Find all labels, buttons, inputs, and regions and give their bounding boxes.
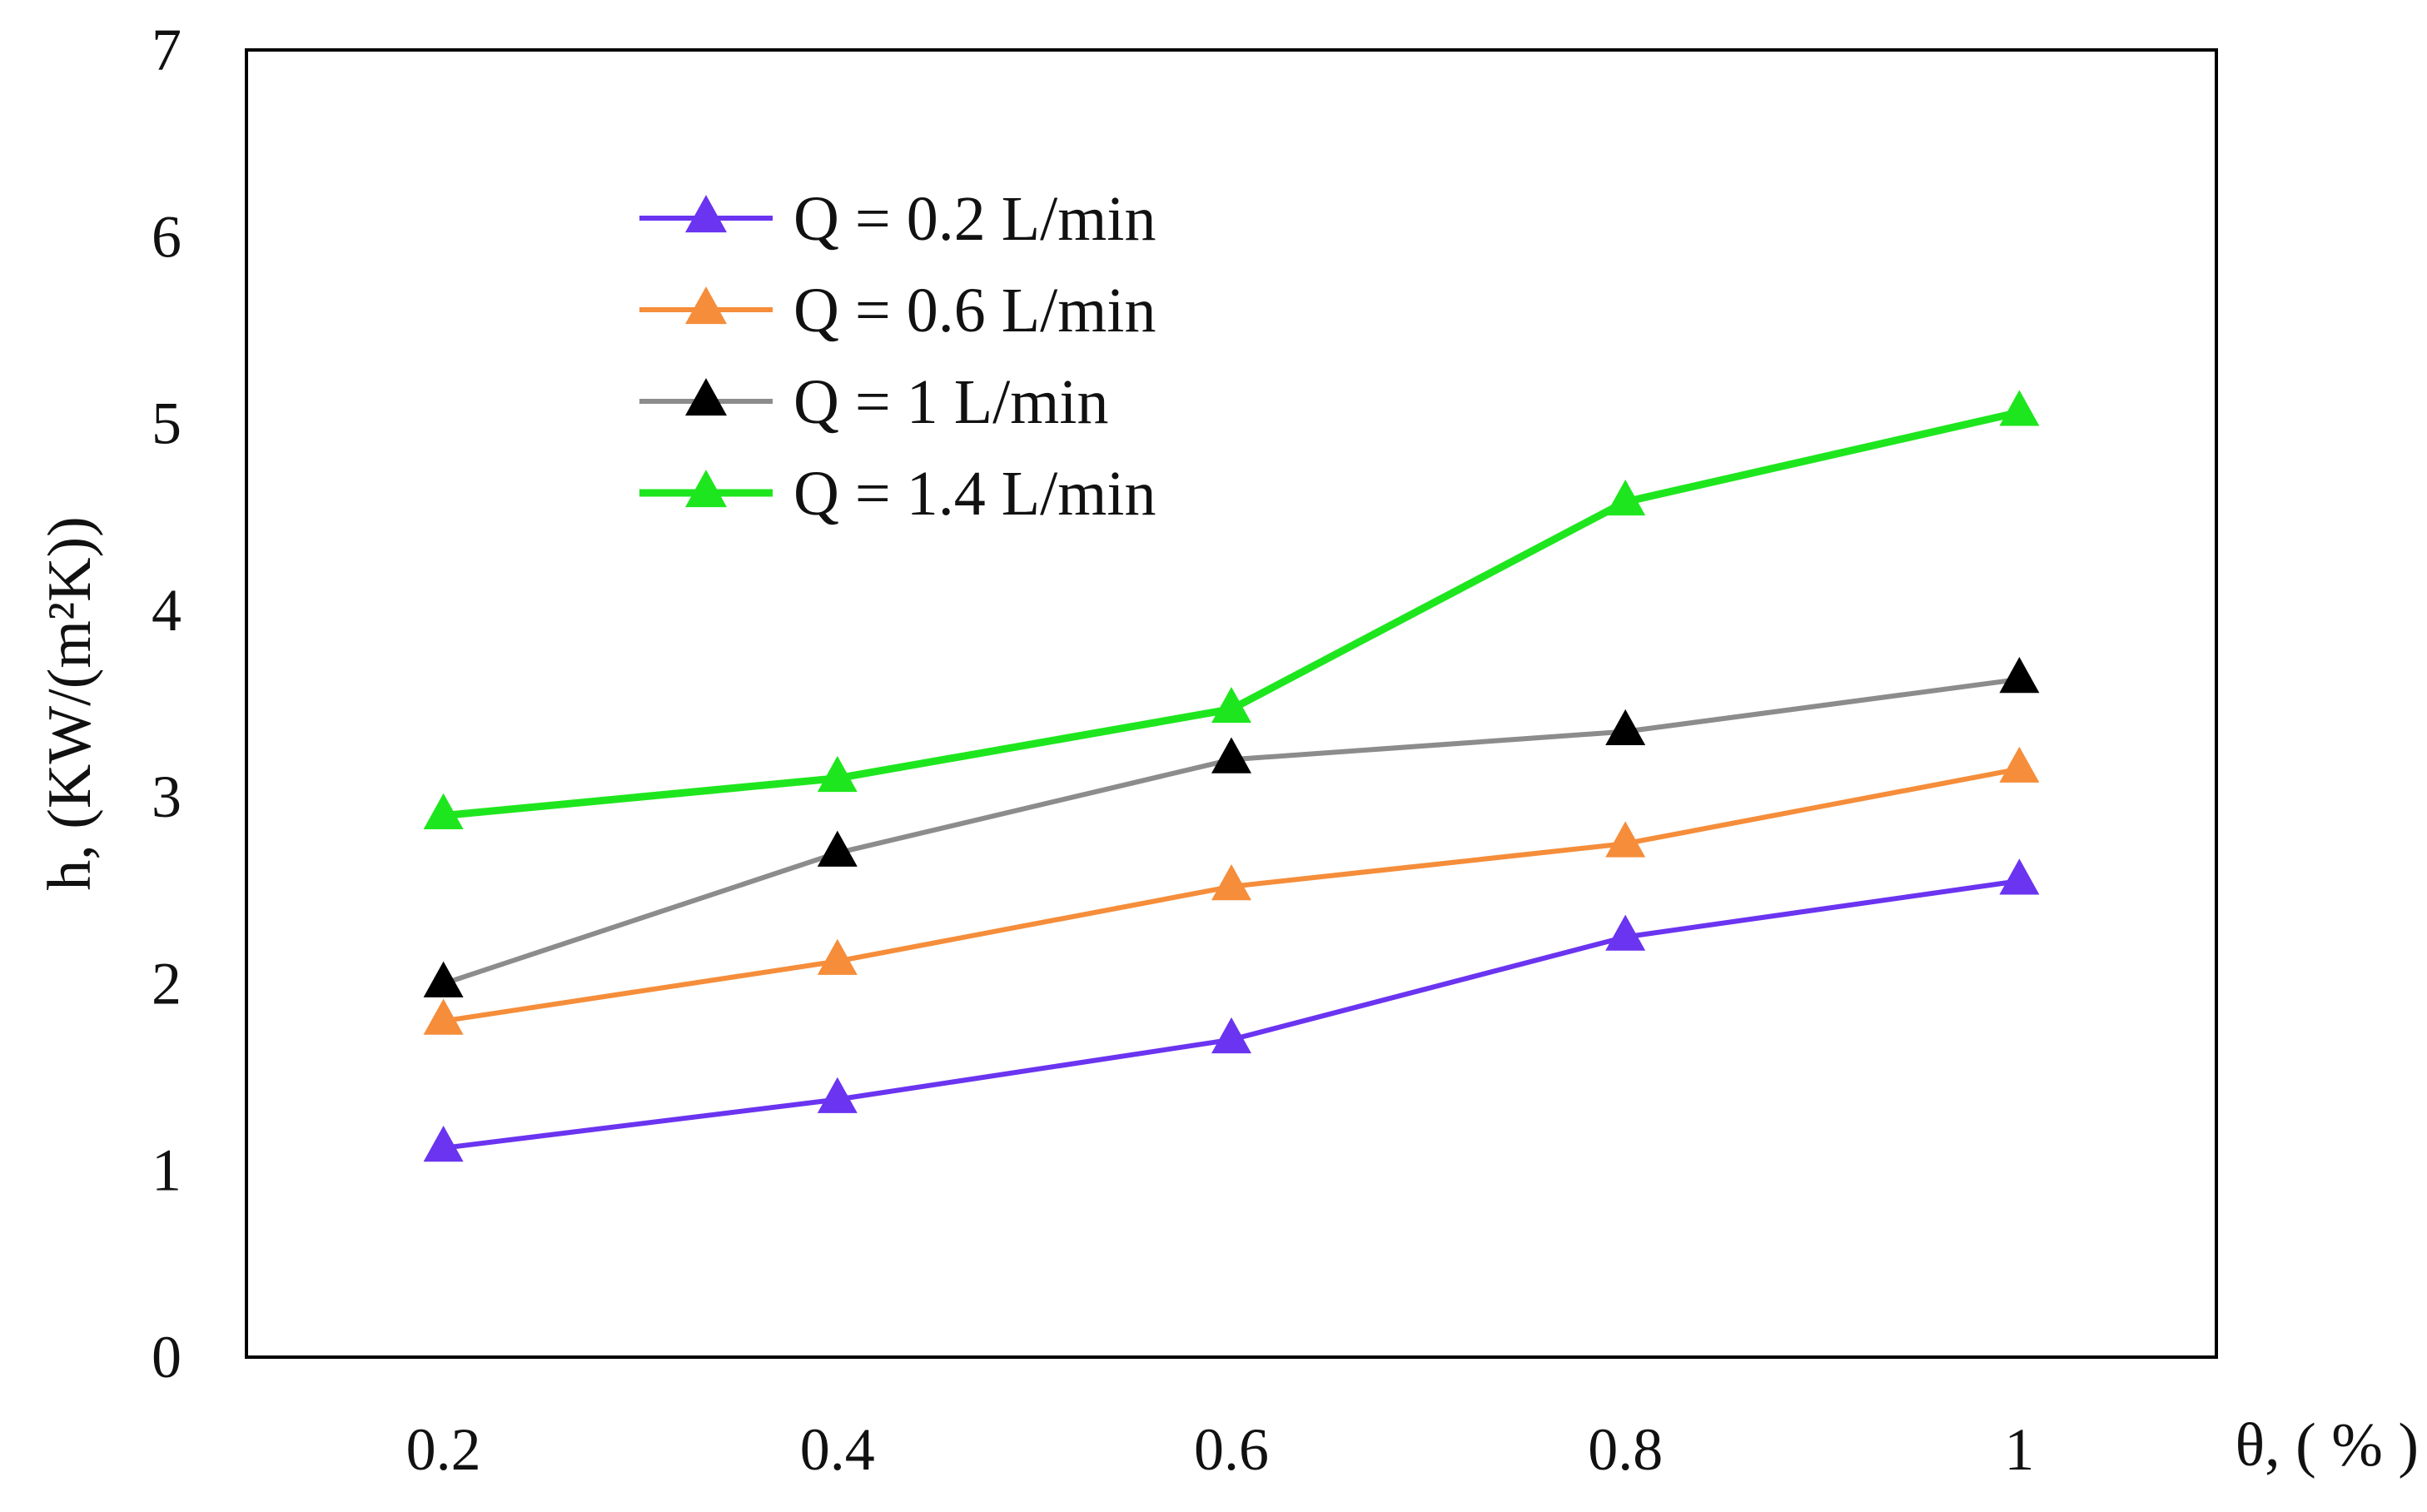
x-tick-label: 0.6 [1194, 1416, 1269, 1483]
series-2 [423, 746, 2040, 1035]
x-tick-label: 0.4 [800, 1416, 875, 1483]
data-point-marker [423, 793, 464, 829]
data-point-marker [817, 1077, 858, 1113]
legend-label: Q = 0.6 L/min [793, 276, 1156, 346]
data-point-marker [1999, 858, 2040, 895]
y-axis-ticks: 0 1 2 3 4 5 6 7 [152, 17, 182, 1390]
legend-entry: Q = 0.2 L/min [639, 184, 1156, 254]
data-point-marker [1605, 821, 1646, 858]
legend-marker [685, 195, 727, 233]
x-tick-label: 0.8 [1588, 1416, 1663, 1483]
data-point-marker [423, 961, 464, 997]
legend-label: Q = 1 L/min [793, 367, 1109, 437]
legend-marker [685, 470, 727, 508]
data-point-marker [1211, 737, 1251, 773]
legend-entry: Q = 0.6 L/min [639, 276, 1156, 346]
y-tick-label: 6 [152, 203, 182, 270]
y-tick-label: 1 [152, 1137, 182, 1204]
data-point-marker [1211, 1017, 1251, 1054]
y-tick-label: 4 [152, 577, 182, 644]
data-point-marker [1605, 479, 1646, 516]
legend-entry: Q = 1.4 L/min [639, 459, 1156, 529]
series-layer [423, 390, 2040, 1162]
legend: Q = 0.2 L/min Q = 0.6 L/min Q = 1 L/min Q =… [639, 184, 1156, 529]
legend-marker [685, 286, 727, 325]
legend-marker [685, 378, 727, 416]
data-point-marker [1211, 686, 1251, 724]
data-point-marker [1605, 709, 1646, 746]
series-4 [423, 390, 2040, 829]
data-point-marker [1211, 864, 1251, 901]
data-point-marker [1605, 914, 1646, 951]
x-tick-label: 1 [2004, 1416, 2034, 1483]
y-tick-label: 2 [152, 950, 182, 1017]
data-point-marker [817, 938, 858, 975]
data-point-marker [423, 998, 464, 1035]
legend-label: Q = 1.4 L/min [793, 459, 1156, 529]
data-point-marker [817, 755, 858, 793]
data-point-marker [1999, 657, 2040, 694]
y-tick-label: 7 [152, 17, 182, 83]
series-3 [423, 657, 2040, 997]
series-1 [423, 858, 2040, 1162]
x-tick-label: 0.2 [406, 1416, 481, 1483]
y-tick-label: 0 [152, 1324, 182, 1390]
y-tick-label: 5 [152, 390, 182, 457]
y-axis-title: h, (KW/(m²K)) [36, 516, 104, 891]
data-point-marker [817, 830, 858, 867]
legend-entry: Q = 1 L/min [639, 367, 1109, 437]
x-axis-ticks: 0.2 0.4 0.6 0.8 1 [406, 1416, 2035, 1483]
data-point-marker [423, 1126, 464, 1162]
legend-label: Q = 0.2 L/min [793, 184, 1156, 254]
data-point-marker [1999, 746, 2040, 783]
data-point-marker [1999, 390, 2040, 426]
x-axis-title: θ, ( % ) [2236, 1411, 2419, 1480]
y-tick-label: 3 [152, 763, 182, 830]
